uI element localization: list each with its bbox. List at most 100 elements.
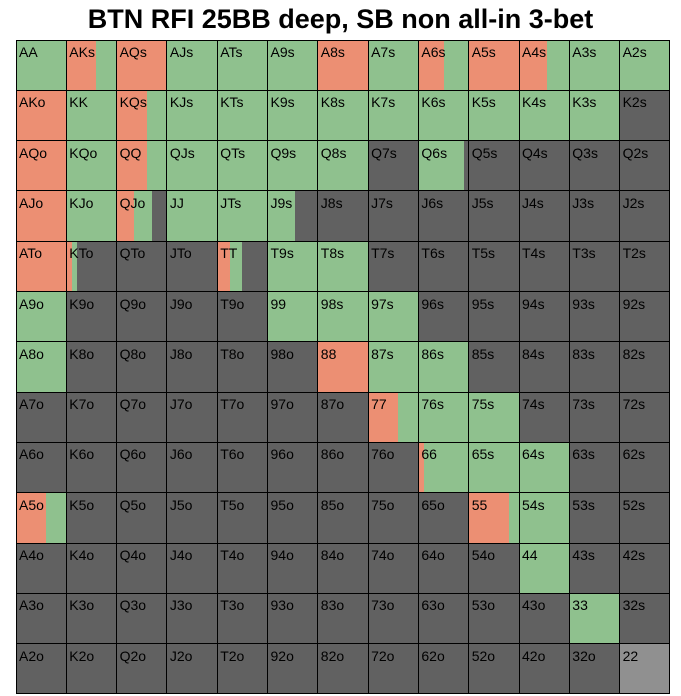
hand-cell-ATo: ATo xyxy=(16,241,66,292)
hand-cell-96o: 96o xyxy=(267,442,318,493)
raise-segment xyxy=(418,442,425,493)
hand-cell-A9o: A9o xyxy=(16,291,66,342)
hand-label: 94o xyxy=(270,547,294,563)
hand-label: QTo xyxy=(119,245,146,262)
hand-label: 66 xyxy=(421,446,437,463)
hand-label: K6o xyxy=(69,446,95,463)
hand-cell-94o: 94o xyxy=(267,543,318,593)
hand-label: Q6s xyxy=(421,144,448,161)
hand-cell-K3s: K3s xyxy=(569,90,620,141)
raise-segment xyxy=(16,492,47,543)
hand-label: 43o xyxy=(522,597,546,614)
call-segment xyxy=(46,492,66,543)
hand-label: AQs xyxy=(119,44,147,60)
hand-cell-KJo: KJo xyxy=(66,190,117,241)
hand-cell-72s: 72s xyxy=(619,392,670,443)
hand-label: Q4o xyxy=(119,547,147,563)
grid-line-vertical xyxy=(417,40,419,694)
hand-cell-K4o: K4o xyxy=(66,543,117,593)
hand-cell-74s: 74s xyxy=(519,392,569,443)
call-segment xyxy=(267,90,318,141)
raise-segment xyxy=(468,40,519,90)
hand-cell-K6o: K6o xyxy=(66,442,117,493)
hand-cell-K3o: K3o xyxy=(66,593,117,644)
hand-label: J3s xyxy=(572,194,595,211)
hand-cell-86o: 86o xyxy=(317,442,368,493)
hand-cell-32s: 32s xyxy=(619,593,670,644)
hand-label: 92o xyxy=(270,647,294,664)
hand-cell-Q2s: Q2s xyxy=(619,140,670,191)
hand-label: A6s xyxy=(421,44,446,60)
hand-cell-83o: 83o xyxy=(317,593,368,644)
hand-cell-85s: 85s xyxy=(468,341,519,392)
hand-cell-44: 44 xyxy=(519,543,569,593)
call-segment xyxy=(16,291,66,342)
hand-label: Q2s xyxy=(622,144,649,161)
call-segment xyxy=(217,140,268,191)
hand-cell-JJ: JJ xyxy=(166,190,217,241)
hand-label: AKs xyxy=(69,44,95,60)
hand-label: A8o xyxy=(19,345,44,362)
call-segment xyxy=(519,492,569,543)
hand-label: Q8s xyxy=(320,144,347,161)
hand-label: K5s xyxy=(471,94,496,111)
hand-cell-A9s: A9s xyxy=(267,40,318,90)
hand-label: KQo xyxy=(69,144,98,161)
hand-label: 97s xyxy=(371,295,394,312)
hand-label: 33 xyxy=(572,597,588,614)
hand-label: T9s xyxy=(270,245,294,262)
hand-cell-K5o: K5o xyxy=(66,492,117,543)
grid-line-horizontal xyxy=(16,89,670,91)
hand-cell-95o: 95o xyxy=(267,492,318,543)
hand-label: A5s xyxy=(471,44,496,60)
hand-label: 55 xyxy=(471,496,488,513)
grid-line-horizontal xyxy=(16,190,670,192)
hand-cell-A5o: A5o xyxy=(16,492,66,543)
hand-label: 73s xyxy=(572,396,595,413)
hand-label: 72o xyxy=(371,647,395,664)
hand-label: 87s xyxy=(371,345,394,362)
hand-label: A9s xyxy=(270,44,295,60)
hand-label: T8o xyxy=(220,345,245,362)
hand-label: K3s xyxy=(572,94,597,111)
hand-cell-93o: 93o xyxy=(267,593,318,644)
hand-label: Q2o xyxy=(119,647,147,664)
hand-label: 85s xyxy=(471,345,495,362)
hand-cell-T5s: T5s xyxy=(468,241,519,292)
grid-line-vertical xyxy=(166,40,168,694)
hand-cell-T9s: T9s xyxy=(267,241,318,292)
hand-label: 54o xyxy=(471,547,496,563)
hand-label: 32s xyxy=(622,597,646,614)
hand-label: K9o xyxy=(69,295,95,312)
grid-line-vertical xyxy=(518,40,520,694)
hand-label: KJs xyxy=(169,94,194,111)
hand-cell-T8o: T8o xyxy=(217,341,268,392)
hand-cell-AQo: AQo xyxy=(16,140,66,191)
hand-label: 97o xyxy=(270,396,294,413)
call-segment xyxy=(368,40,419,90)
hand-label: Q5s xyxy=(471,144,498,161)
hand-label: 74s xyxy=(522,396,545,413)
hand-label: ATs xyxy=(220,44,243,60)
hand-label: 93o xyxy=(270,597,294,614)
call-segment xyxy=(418,392,469,443)
hand-label: T5s xyxy=(471,245,496,262)
hand-label: KTo xyxy=(69,245,94,262)
grid-line-horizontal xyxy=(16,291,670,292)
hand-cell-QJo: QJo xyxy=(116,190,167,241)
call-segment xyxy=(66,90,117,141)
hand-label: AJo xyxy=(19,194,44,211)
hand-label: JJ xyxy=(169,194,184,211)
hand-cell-42s: 42s xyxy=(619,543,670,593)
hand-label: K2s xyxy=(622,94,647,111)
hand-label: 62s xyxy=(622,446,646,463)
hand-cell-54s: 54s xyxy=(519,492,569,543)
hand-label: T6o xyxy=(220,446,245,463)
hand-label: 95s xyxy=(471,295,495,312)
call-segment xyxy=(368,90,419,141)
hand-label: Q4s xyxy=(522,144,548,161)
hand-cell-K7o: K7o xyxy=(66,392,117,443)
hand-cell-Q8o: Q8o xyxy=(116,341,167,392)
hand-cell-J6s: J6s xyxy=(418,190,469,241)
hand-label: QJs xyxy=(169,144,195,161)
